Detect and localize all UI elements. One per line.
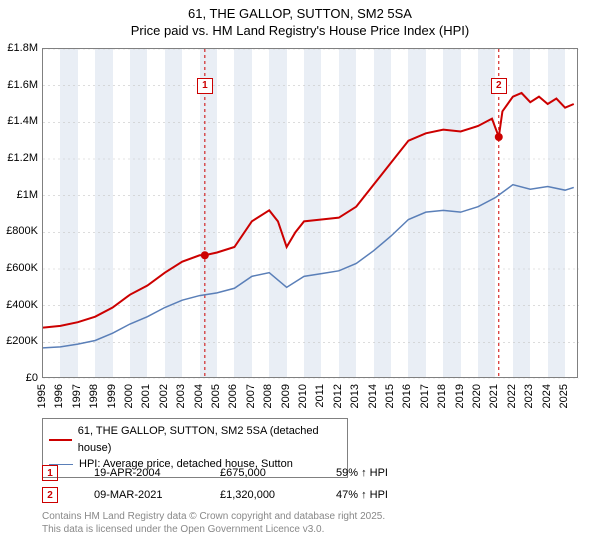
xtick-label: 2003 (175, 384, 187, 408)
sale-date: 09-MAR-2021 (94, 489, 184, 501)
xtick-label: 2007 (245, 384, 257, 408)
xtick-label: 2014 (367, 384, 379, 408)
chart-container: 61, THE GALLOP, SUTTON, SM2 5SA Price pa… (0, 0, 600, 560)
xtick-label: 2010 (297, 384, 309, 408)
xtick-label: 2019 (454, 384, 466, 408)
xtick-label: 2023 (523, 384, 535, 408)
xtick-label: 2002 (158, 384, 170, 408)
series-hpi (43, 185, 574, 348)
xtick-label: 2017 (419, 384, 431, 408)
ytick-label: £1M (0, 189, 38, 201)
xtick-label: 2016 (401, 384, 413, 408)
footer-attribution: Contains HM Land Registry data © Crown c… (42, 510, 385, 536)
chart-svg (43, 49, 579, 379)
xtick-label: 1995 (36, 384, 48, 408)
sale-price: £1,320,000 (220, 489, 300, 501)
xtick-label: 2012 (332, 384, 344, 408)
xtick-label: 1999 (106, 384, 118, 408)
xtick-label: 1998 (88, 384, 100, 408)
chart-area: 12 £0£200K£400K£600K£800K£1M£1.2M£1.4M£1… (42, 48, 578, 378)
series-price_paid (43, 93, 574, 328)
ytick-label: £1.6M (0, 79, 38, 91)
plot-region: 12 (42, 48, 578, 378)
ytick-label: £1.4M (0, 115, 38, 127)
sale-price: £675,000 (220, 467, 300, 479)
xtick-label: 2022 (506, 384, 518, 408)
xtick-label: 2020 (471, 384, 483, 408)
sale-date: 19-APR-2004 (94, 467, 184, 479)
ytick-label: £800K (0, 225, 38, 237)
sale-index-box: 2 (42, 487, 58, 503)
title-line-2: Price paid vs. HM Land Registry's House … (0, 23, 600, 40)
sales-table: 1 19-APR-2004 £675,000 59% ↑ HPI 2 09-MAR-202… (42, 462, 388, 506)
footer-line-2: This data is licensed under the Open Gov… (42, 523, 385, 536)
xtick-label: 2008 (262, 384, 274, 408)
xtick-label: 2013 (349, 384, 361, 408)
xtick-label: 2024 (541, 384, 553, 408)
xtick-label: 2009 (280, 384, 292, 408)
ytick-label: £200K (0, 335, 38, 347)
ytick-label: £1.2M (0, 152, 38, 164)
legend-row: 61, THE GALLOP, SUTTON, SM2 5SA (detache… (49, 423, 341, 456)
xtick-label: 2018 (436, 384, 448, 408)
sale-delta-vs-hpi: 47% ↑ HPI (336, 489, 388, 501)
sale-row: 1 19-APR-2004 £675,000 59% ↑ HPI (42, 462, 388, 484)
xtick-label: 2025 (558, 384, 570, 408)
xtick-label: 2000 (123, 384, 135, 408)
title-line-1: 61, THE GALLOP, SUTTON, SM2 5SA (0, 6, 600, 23)
sale-marker-1: 1 (197, 78, 213, 94)
ytick-label: £1.8M (0, 42, 38, 54)
xtick-label: 1997 (71, 384, 83, 408)
xtick-label: 2005 (210, 384, 222, 408)
xtick-label: 2001 (140, 384, 152, 408)
sale-index-box: 1 (42, 465, 58, 481)
xtick-label: 2015 (384, 384, 396, 408)
ytick-label: £600K (0, 262, 38, 274)
chart-title-block: 61, THE GALLOP, SUTTON, SM2 5SA Price pa… (0, 0, 600, 40)
footer-line-1: Contains HM Land Registry data © Crown c… (42, 510, 385, 523)
ytick-label: £400K (0, 299, 38, 311)
sale-delta-vs-hpi: 59% ↑ HPI (336, 467, 388, 479)
legend-swatch (49, 439, 72, 441)
sale-row: 2 09-MAR-2021 £1,320,000 47% ↑ HPI (42, 484, 388, 506)
xtick-label: 1996 (53, 384, 65, 408)
ytick-label: £0 (0, 372, 38, 384)
sale-marker-2: 2 (491, 78, 507, 94)
xtick-label: 2021 (488, 384, 500, 408)
xtick-label: 2006 (227, 384, 239, 408)
xtick-label: 2011 (314, 384, 326, 408)
legend-label: 61, THE GALLOP, SUTTON, SM2 5SA (detache… (78, 423, 341, 456)
xtick-label: 2004 (193, 384, 205, 408)
